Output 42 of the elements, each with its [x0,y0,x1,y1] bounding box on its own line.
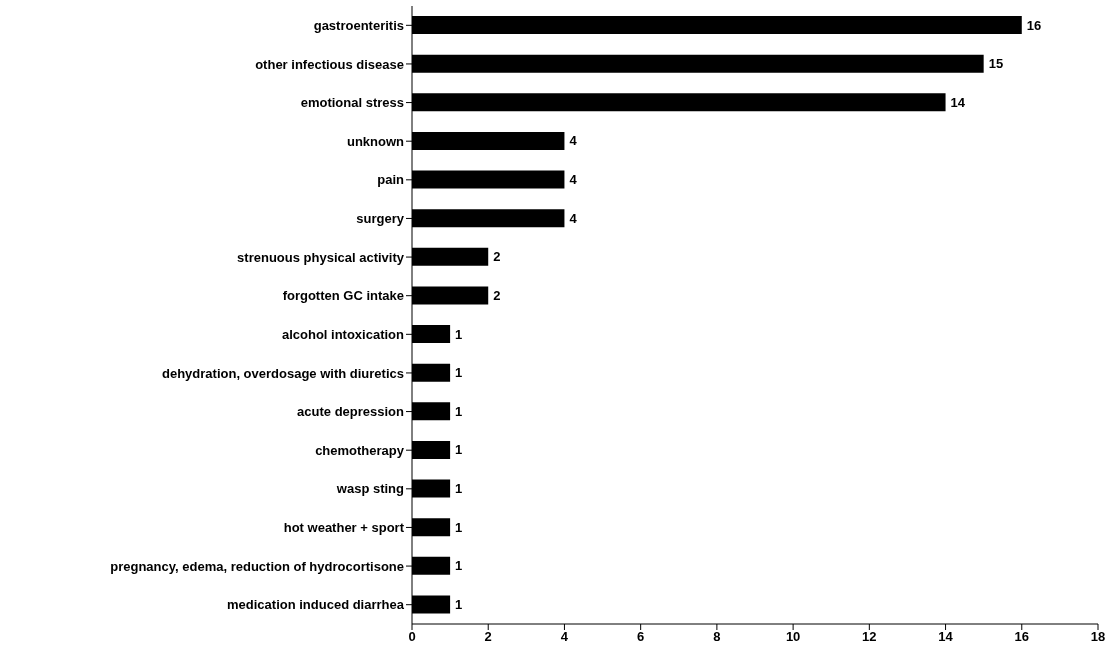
y-tick-label: surgery [356,211,405,227]
y-tick-label: acute depression [297,404,405,420]
data-label: 1 [455,519,463,535]
y-tick-label: alcohol intoxication [281,326,405,342]
data-label: 1 [455,326,463,342]
data-label: 14 [950,94,966,110]
data-label: 16 [1026,17,1042,33]
data-label: 4 [569,210,578,226]
x-tick-label: 2 [484,629,492,645]
y-tick-label: unknown [346,133,405,149]
y-tick-label: dehydration, overdosage with diuretics [162,365,404,381]
x-tick-label: 16 [1014,629,1030,645]
x-tick-label: 8 [713,629,721,645]
data-label: 2 [493,249,501,265]
x-tick-label: 12 [862,629,877,645]
x-tick-label: 6 [637,629,645,645]
y-tick-label: emotional stress [300,95,404,111]
data-label: 1 [455,442,463,458]
data-label: 4 [569,133,578,149]
x-tick-label: 14 [938,629,954,645]
x-tick-label: 18 [1090,629,1106,645]
x-tick-label: 0 [408,629,416,645]
data-label: 2 [493,287,501,303]
y-tick-label: gastroenteritis [313,17,404,33]
x-tick-label: 4 [560,629,569,645]
data-label: 1 [455,365,463,381]
data-label: 15 [988,56,1004,72]
y-tick-label: pregnancy, edema, reduction of hydrocortisone [110,558,404,574]
y-tick-label: wasp sting [335,481,405,497]
y-tick-label: medication induced diarrhea [227,597,405,613]
x-tick-label: 10 [785,629,801,645]
y-tick-label: chemotherapy [315,442,405,458]
y-tick-label: pain [377,172,405,188]
data-label: 1 [455,481,463,497]
data-label: 1 [455,403,463,419]
y-tick-label: hot weather + sport [283,520,405,536]
data-label: 1 [455,596,463,612]
data-label: 1 [455,558,463,574]
data-label: 4 [569,172,578,188]
y-tick-label: strenuous physical activity [237,249,405,265]
y-tick-label: forgotten GC intake [282,288,404,304]
y-tick-label: other infectious disease [255,56,404,72]
